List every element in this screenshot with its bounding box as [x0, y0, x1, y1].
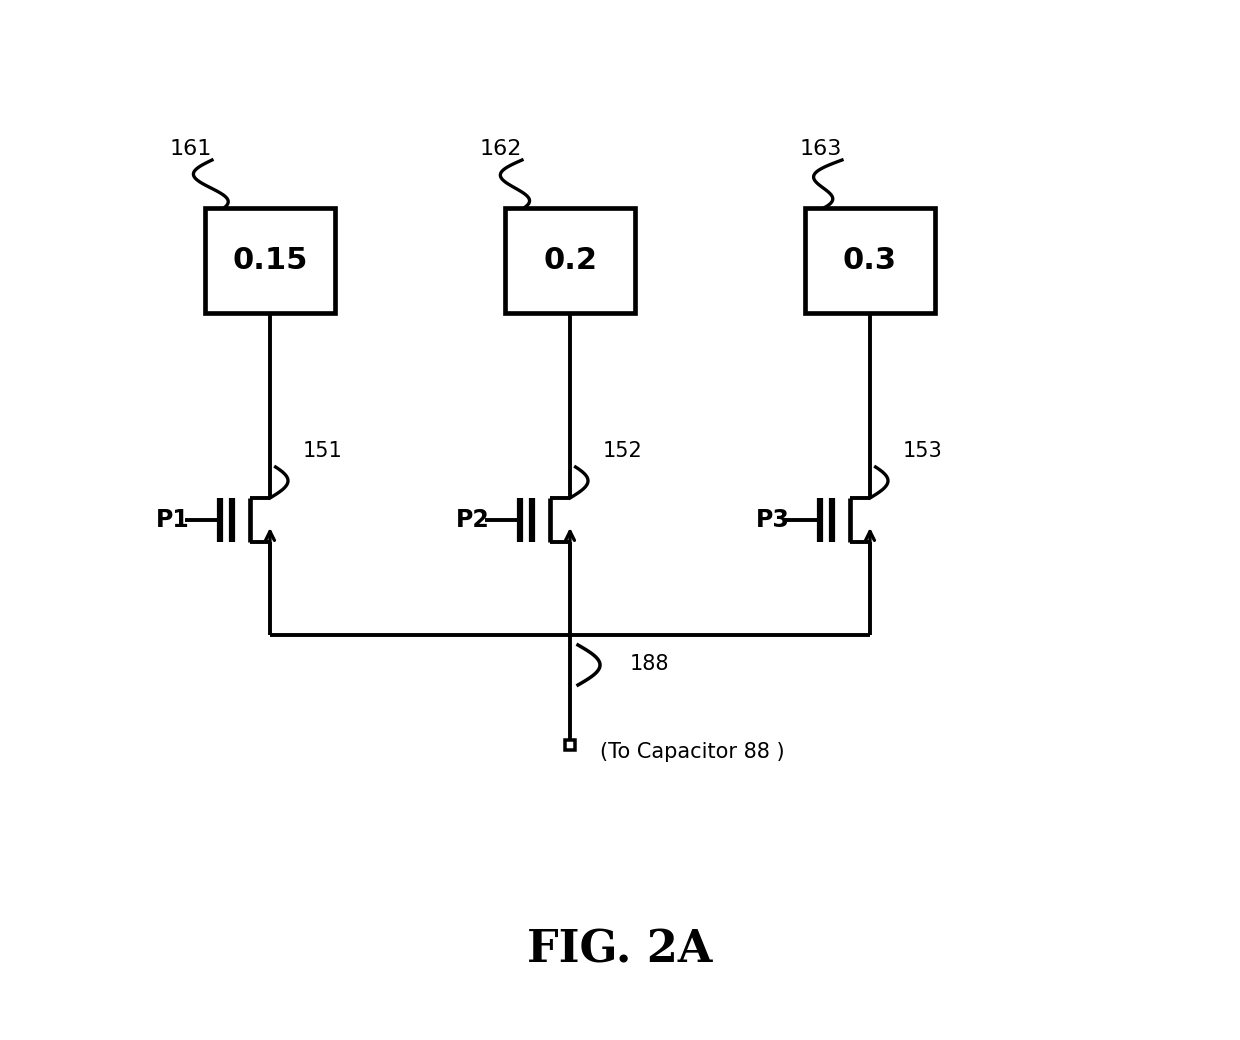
Text: 152: 152: [603, 441, 642, 461]
Text: P2: P2: [456, 508, 490, 532]
Text: P1: P1: [156, 508, 190, 532]
Text: 0.2: 0.2: [543, 245, 596, 275]
Text: P3: P3: [756, 508, 790, 532]
Text: 162: 162: [480, 139, 522, 159]
Bar: [805, 208, 935, 312]
Text: (To Capacitor 88 ): (To Capacitor 88 ): [600, 742, 785, 762]
Bar: [505, 208, 635, 312]
Text: 151: 151: [303, 441, 342, 461]
Text: 161: 161: [170, 139, 212, 159]
Bar: [205, 208, 335, 312]
Text: 0.3: 0.3: [843, 245, 897, 275]
Text: 163: 163: [800, 139, 842, 159]
Bar: [565, 740, 575, 750]
Text: FIG. 2A: FIG. 2A: [527, 929, 713, 971]
Text: 153: 153: [903, 441, 942, 461]
Text: 188: 188: [630, 654, 670, 674]
Text: 0.15: 0.15: [232, 245, 308, 275]
